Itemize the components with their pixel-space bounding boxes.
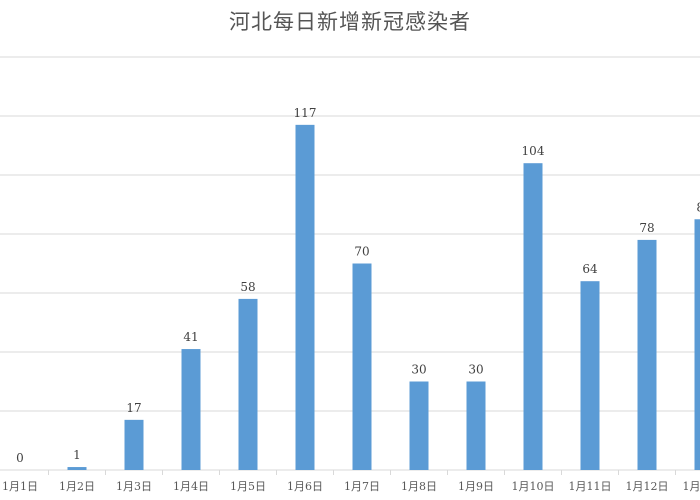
x-tick-label: 1月8日 bbox=[401, 480, 437, 493]
data-label: 104 bbox=[522, 144, 545, 158]
data-label: 1 bbox=[73, 448, 81, 462]
bar bbox=[637, 239, 657, 470]
data-label: 30 bbox=[468, 363, 483, 377]
bar bbox=[580, 281, 600, 470]
bar bbox=[352, 263, 372, 470]
bar bbox=[466, 381, 486, 470]
bar bbox=[67, 467, 87, 470]
x-tick-label: 1月1日 bbox=[2, 480, 38, 493]
data-label: 78 bbox=[639, 221, 654, 235]
data-label: 85 bbox=[696, 200, 700, 214]
data-label: 0 bbox=[16, 451, 24, 465]
x-tick-label: 1月5日 bbox=[230, 480, 266, 493]
data-label: 58 bbox=[240, 280, 255, 294]
data-label: 64 bbox=[582, 262, 598, 276]
bar bbox=[238, 298, 258, 470]
data-label: 30 bbox=[411, 363, 426, 377]
bar bbox=[409, 381, 429, 470]
bar bbox=[694, 219, 700, 470]
x-tick-label: 1月13日 bbox=[683, 480, 700, 493]
x-tick-label: 1月4日 bbox=[173, 480, 209, 493]
x-tick-label: 1月3日 bbox=[116, 480, 152, 493]
data-label: 70 bbox=[354, 245, 369, 259]
chart-title: 河北每日新增新冠感染者 bbox=[229, 10, 471, 34]
bar bbox=[295, 124, 315, 470]
bar bbox=[181, 349, 201, 470]
data-label: 41 bbox=[183, 330, 198, 344]
data-label: 117 bbox=[294, 106, 317, 120]
bar bbox=[124, 419, 144, 470]
data-label: 17 bbox=[126, 401, 141, 415]
x-tick-label: 1月7日 bbox=[344, 480, 380, 493]
x-tick-label: 1月2日 bbox=[59, 480, 95, 493]
x-tick-label: 1月12日 bbox=[626, 480, 669, 493]
x-tick-label: 1月11日 bbox=[569, 480, 612, 493]
x-tick-label: 1月10日 bbox=[512, 480, 555, 493]
x-tick-label: 1月9日 bbox=[458, 480, 494, 493]
x-tick-label: 1月6日 bbox=[287, 480, 323, 493]
bar bbox=[523, 163, 543, 470]
